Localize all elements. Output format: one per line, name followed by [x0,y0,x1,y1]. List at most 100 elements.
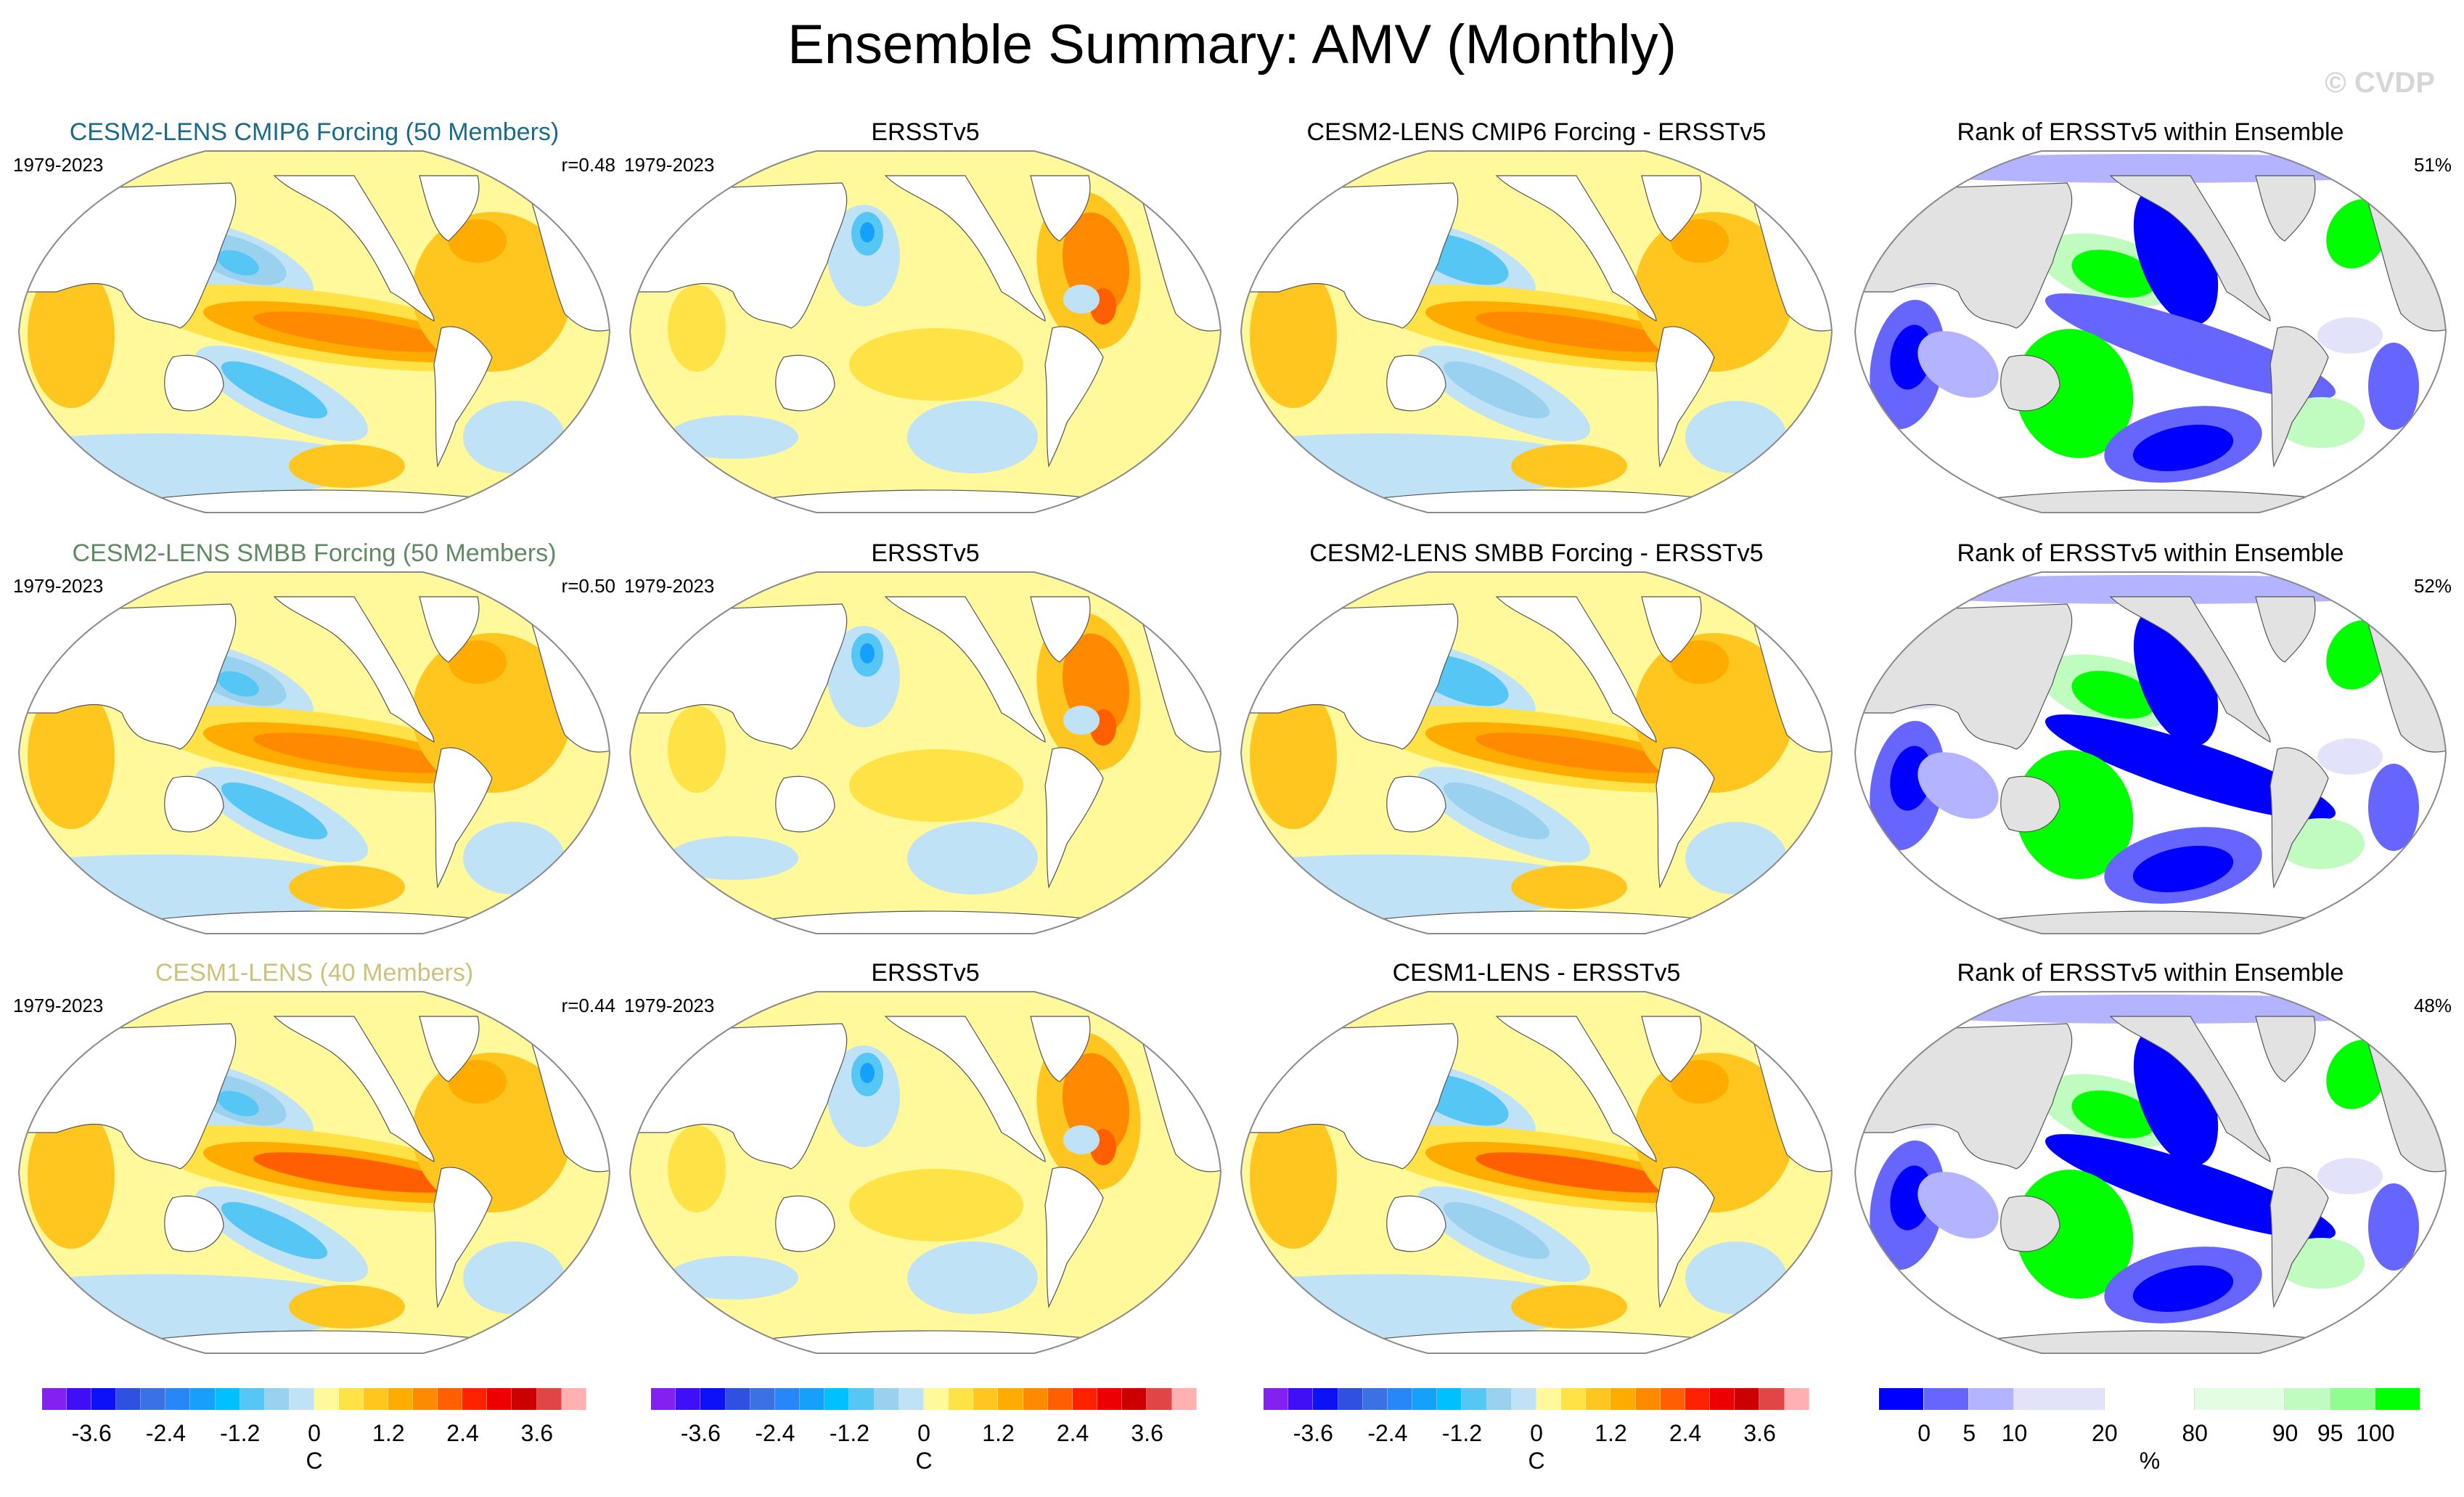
colorbar-bin [949,1388,974,1410]
map-border [1854,991,2447,1354]
period-label: 1979-2023 [13,995,104,1016]
colorbar-bin [1462,1388,1487,1410]
landmass [775,1195,835,1252]
landmass [1249,1023,1459,1170]
landmass [2109,596,2271,743]
map-obs [629,571,1222,934]
landmass [433,326,493,468]
map-border [1240,571,1833,934]
landmass [419,1016,480,1082]
period-label: 1979-2023 [624,154,715,176]
landmass [638,603,848,750]
period-label: 1979-2023 [13,575,104,597]
anomaly-region [463,822,565,894]
map-diff [1240,991,1833,1354]
panel-rank-row-1: Rank of ERSSTv5 within Ensemble 51% [1849,118,2452,539]
rank-region [2045,1134,2336,1240]
colorbar-bin [800,1388,825,1410]
colorbar-bin [1879,1388,1925,1410]
colorbar-bin [1387,1388,1413,1410]
rank-region [2317,738,2383,775]
anomaly-region [1250,1104,1337,1249]
landmass [1030,175,1091,242]
colorbar-unit: % [2139,1448,2161,1474]
anomaly-region [289,865,405,909]
rank-region [1890,746,1932,811]
colorbar-bin [264,1388,290,1410]
panel-obs-row-1: ERSSTv5 1979-2023 [624,118,1227,539]
landmass [1495,1016,1657,1162]
rank-region [2368,764,2419,851]
colorbar-tick-label: 3.6 [1743,1420,1776,1446]
anomaly-region [668,1256,798,1300]
anomaly-region [253,311,455,352]
colorbar-bin [998,1388,1023,1410]
panel-title: CESM2-LENS SMBB Forcing (50 Members) [72,539,557,567]
colorbar-bin [1171,1388,1197,1410]
colorbar-tick-label: 80 [2182,1420,2208,1446]
anomaly-region [28,684,115,829]
anomaly-region [907,1241,1038,1314]
colorbar-bin [561,1388,586,1410]
colorbar-bin [1147,1388,1172,1410]
anomaly-region [217,671,259,697]
colorbar-boxes [651,1388,1197,1410]
colorbar-bin [1486,1388,1512,1410]
landmass [1030,596,1091,663]
colorbar-bin [1072,1388,1098,1410]
colorbar-bin [1511,1388,1536,1410]
colorbar-1: -3.6 -2.4 -1.2 0 1.2 2.4 3.6 C [42,1388,586,1497]
colorbar-unit: C [1528,1448,1545,1474]
anomaly-region [253,733,455,773]
landmass [1044,747,1104,889]
rank-region [2317,1158,2383,1194]
colorbar-bin [1969,1388,2015,1410]
rank-region [2071,671,2157,719]
anomaly-region [1671,640,1729,684]
period-label: 1979-2023 [624,995,715,1016]
colorbar-bin [338,1388,364,1410]
period-label: 1979-2023 [624,575,715,597]
panel-title: Rank of ERSSTv5 within Ensemble [1957,118,2344,146]
rank-region [2071,1090,2157,1138]
map-model [17,991,611,1354]
rank-region [2368,1183,2419,1270]
colorbar-bin [1536,1388,1562,1410]
anomaly-region [860,222,875,242]
panel-rank-row-3: Rank of ERSSTv5 within Ensemble 48% [1849,958,2452,1379]
period-label: 1979-2023 [13,154,104,176]
colorbar-bin [438,1388,463,1410]
landmass [2255,596,2316,663]
landmass [1386,1195,1446,1252]
colorbar-bin [700,1388,726,1410]
anomaly-region [28,1104,115,1249]
anomaly-region [860,1063,875,1083]
landmass [2000,775,2060,833]
landmass [164,354,224,412]
colorbar-bin [1660,1388,1685,1410]
anomaly-region [1671,219,1729,263]
anomaly-region [1511,1285,1627,1329]
colorbar-bin [1338,1388,1363,1410]
anomaly-region [907,822,1038,894]
anomaly-region [463,401,565,473]
colorbar-tick-label: 0 [1530,1420,1543,1446]
anomaly-region [1443,1202,1550,1260]
colorbar-tick-label: -3.6 [1293,1420,1333,1446]
landmass [775,354,835,412]
colorbar-tick-label: -2.4 [755,1420,795,1446]
anomaly-region [253,1152,455,1193]
anomaly-region [289,1285,405,1329]
colorbar-tick-label: 20 [2092,1420,2118,1446]
landmass [2255,175,2316,242]
colorbar-bin [462,1388,488,1410]
panel-title: CESM2-LENS SMBB Forcing - ERSSTv5 [1309,539,1764,567]
colorbar-4: 0 5 10 20 80 90 95 100% [1879,1388,2420,1497]
landmass [1655,1167,1715,1309]
anomaly-region [28,263,115,408]
landmass [273,596,435,743]
anomaly-region [1475,311,1677,352]
anomaly-region [1250,263,1337,408]
colorbar-bin [1097,1388,1123,1410]
panel-diff-row-3: CESM1-LENS - ERSSTv5 [1235,958,1838,1379]
